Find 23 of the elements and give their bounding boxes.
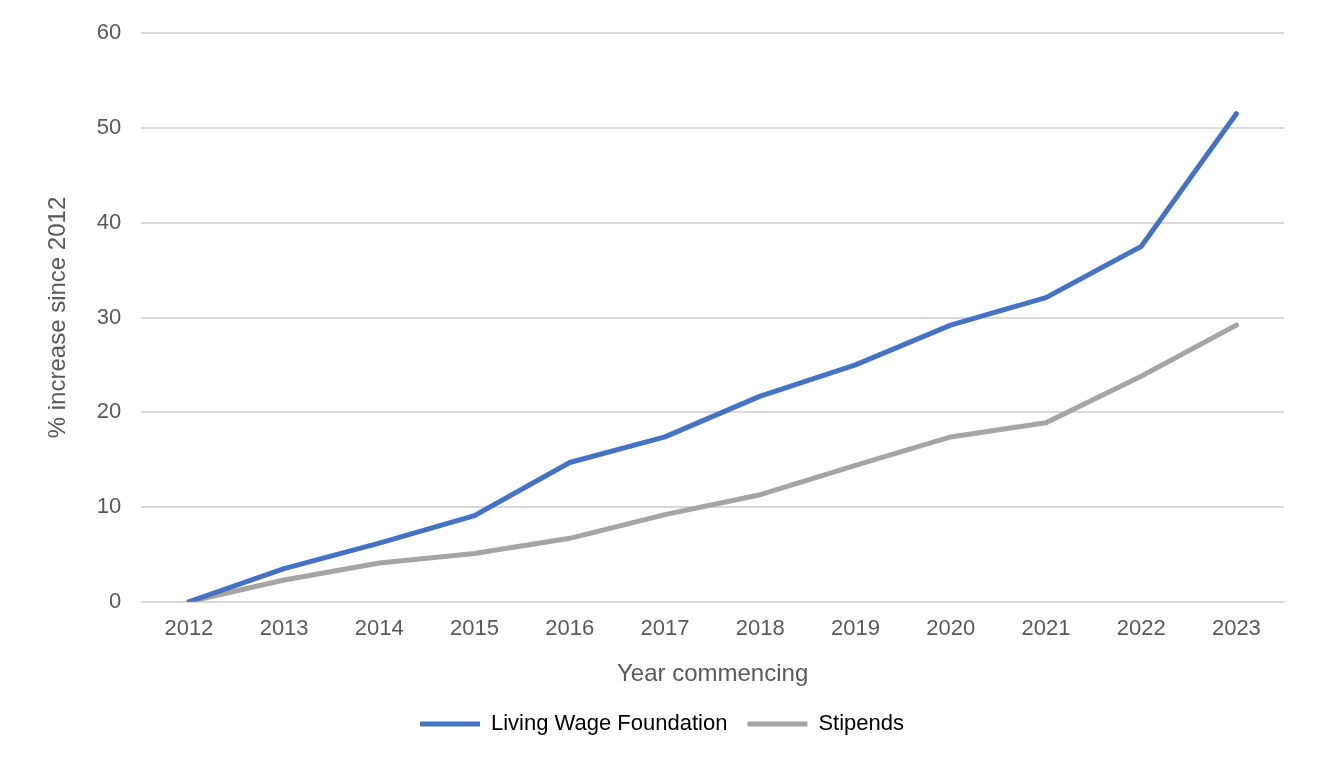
x-tick-label: 2020 — [926, 615, 976, 641]
x-tick-label: 2022 — [1116, 615, 1166, 641]
y-tick-label: 40 — [96, 208, 122, 234]
y-tick-label: 10 — [96, 493, 122, 519]
x-tick-label: 2012 — [164, 615, 214, 641]
x-tick-label: 2015 — [450, 615, 500, 641]
y-tick-label: 30 — [96, 303, 122, 329]
y-tick-label: 60 — [96, 19, 122, 45]
x-tick-label: 2017 — [640, 615, 690, 641]
y-tick-label: 50 — [96, 114, 122, 140]
x-tick-label: 2013 — [259, 615, 309, 641]
x-tick-label: 2018 — [735, 615, 785, 641]
y-tick-label: 0 — [109, 587, 122, 613]
x-tick-label: 2019 — [831, 615, 880, 641]
x-axis-title: Year commencing — [617, 659, 809, 687]
x-tick-label: 2014 — [354, 615, 404, 641]
y-tick-label: 20 — [96, 398, 122, 424]
y-axis-title: % increase since 2012 — [43, 196, 71, 439]
x-tick-label: 2016 — [545, 615, 595, 641]
legend-label: Stipends — [818, 710, 905, 736]
legend-label: Living Wage Foundation — [490, 710, 728, 736]
x-tick-label: 2023 — [1211, 615, 1261, 641]
x-tick-label: 2021 — [1021, 615, 1071, 641]
